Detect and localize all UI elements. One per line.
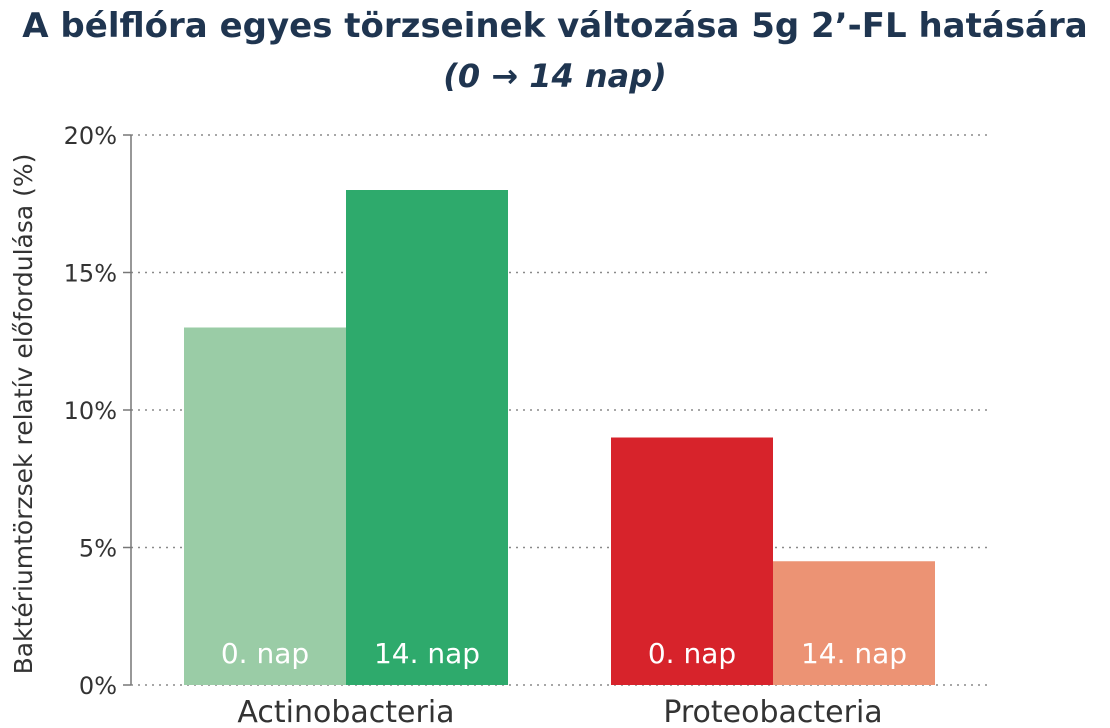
bar-label: 0. nap xyxy=(221,637,309,670)
bar-actinobacteria-day0 xyxy=(184,327,346,685)
y-tick-label: 5% xyxy=(79,535,117,563)
bar-proteobacteria-day0 xyxy=(611,437,773,685)
bar-actinobacteria-day14 xyxy=(346,190,508,685)
x-category-label: Actinobacteria xyxy=(237,695,454,728)
bar-label: 14. nap xyxy=(801,637,907,670)
y-tick-label: 0% xyxy=(79,672,117,700)
chart-subtitle: (0 → 14 nap) xyxy=(443,57,667,95)
chart-title: A bélflóra egyes törzseinek változása 5g… xyxy=(22,6,1088,46)
bar-proteobacteria-day14 xyxy=(773,561,935,685)
y-tick-label: 10% xyxy=(64,397,117,425)
y-tick-label: 15% xyxy=(64,260,117,288)
bar-label: 14. nap xyxy=(374,637,480,670)
y-axis-title: Baktériumtörzsek relatív előfordulása (%… xyxy=(9,154,38,675)
bar-label: 0. nap xyxy=(648,637,736,670)
x-category-label: Proteobacteria xyxy=(663,695,882,728)
y-tick-label: 20% xyxy=(64,122,117,150)
